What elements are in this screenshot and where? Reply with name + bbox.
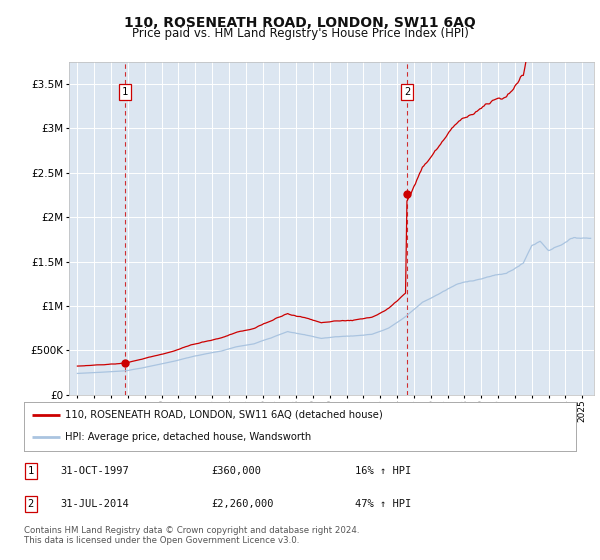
Text: £2,260,000: £2,260,000 — [212, 499, 274, 509]
Text: 16% ↑ HPI: 16% ↑ HPI — [355, 466, 412, 476]
Text: 2: 2 — [404, 87, 410, 96]
Text: This data is licensed under the Open Government Licence v3.0.: This data is licensed under the Open Gov… — [24, 536, 299, 545]
Text: 1: 1 — [122, 87, 128, 96]
Text: £360,000: £360,000 — [212, 466, 262, 476]
Text: HPI: Average price, detached house, Wandsworth: HPI: Average price, detached house, Wand… — [65, 432, 311, 442]
Text: 47% ↑ HPI: 47% ↑ HPI — [355, 499, 412, 509]
Text: 1: 1 — [28, 466, 34, 476]
Text: 110, ROSENEATH ROAD, LONDON, SW11 6AQ: 110, ROSENEATH ROAD, LONDON, SW11 6AQ — [124, 16, 476, 30]
Text: 2: 2 — [28, 499, 34, 509]
Text: Price paid vs. HM Land Registry's House Price Index (HPI): Price paid vs. HM Land Registry's House … — [131, 27, 469, 40]
Text: 110, ROSENEATH ROAD, LONDON, SW11 6AQ (detached house): 110, ROSENEATH ROAD, LONDON, SW11 6AQ (d… — [65, 410, 383, 420]
Text: Contains HM Land Registry data © Crown copyright and database right 2024.: Contains HM Land Registry data © Crown c… — [24, 526, 359, 535]
Text: 31-JUL-2014: 31-JUL-2014 — [60, 499, 128, 509]
Text: 31-OCT-1997: 31-OCT-1997 — [60, 466, 128, 476]
